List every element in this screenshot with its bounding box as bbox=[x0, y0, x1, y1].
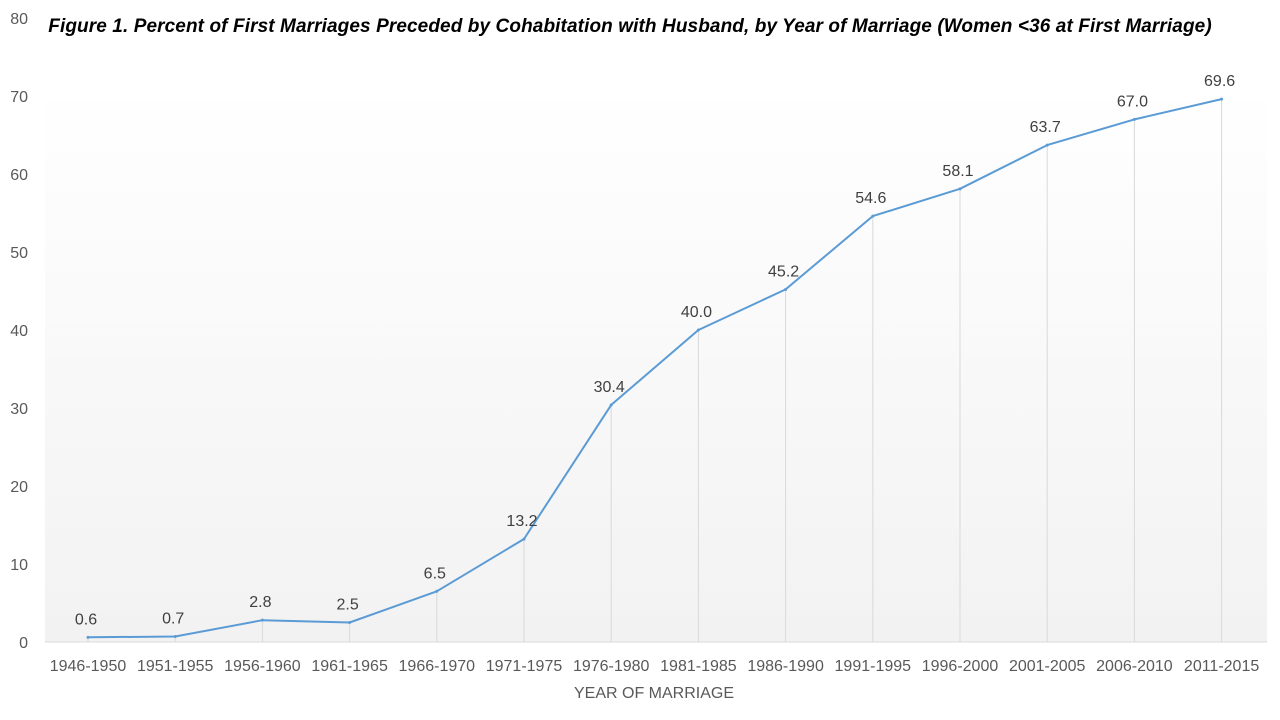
x-axis: 1946-1950 1951-1955 1956-1960 1961-1965 1966… bbox=[50, 658, 1260, 675]
y-tick-label: 60 bbox=[10, 167, 28, 184]
data-point bbox=[1045, 143, 1049, 147]
x-tick-label: 1946-1950 bbox=[50, 658, 127, 675]
data-label: 30.4 bbox=[594, 379, 625, 396]
data-label: 63.7 bbox=[1030, 119, 1061, 136]
y-tick-label: 40 bbox=[10, 323, 28, 340]
data-point bbox=[86, 635, 90, 639]
plot-area bbox=[45, 86, 1267, 642]
data-label: 0.7 bbox=[162, 611, 184, 628]
x-tick-label: 1956-1960 bbox=[224, 658, 301, 675]
x-tick-label: 1996-2000 bbox=[922, 658, 999, 675]
x-tick-label: 1966-1970 bbox=[399, 658, 476, 675]
data-point bbox=[871, 214, 875, 218]
data-point bbox=[696, 328, 700, 332]
data-point bbox=[522, 537, 526, 541]
x-tick-label: 1991-1995 bbox=[835, 658, 912, 675]
x-tick-label: 2006-2010 bbox=[1096, 658, 1173, 675]
y-tick-label: 0 bbox=[19, 635, 28, 652]
data-label: 2.5 bbox=[336, 597, 358, 614]
data-point bbox=[348, 621, 352, 624]
data-label: 45.2 bbox=[768, 263, 799, 280]
x-tick-label: 1986-1990 bbox=[747, 658, 824, 675]
data-label: 0.6 bbox=[75, 611, 97, 628]
data-label: 40.0 bbox=[681, 304, 712, 321]
data-point bbox=[609, 403, 613, 407]
x-tick-label: 1971-1975 bbox=[486, 658, 563, 675]
gridlines bbox=[87, 99, 1223, 642]
data-point bbox=[1220, 97, 1224, 101]
x-tick-label: 1951-1955 bbox=[137, 658, 214, 675]
series-line bbox=[87, 98, 1222, 639]
x-tick-label: 1981-1985 bbox=[660, 658, 737, 675]
y-tick-label: 20 bbox=[10, 479, 28, 496]
y-tick-label: 10 bbox=[10, 557, 28, 574]
data-point bbox=[958, 187, 962, 191]
x-tick-label: 1961-1965 bbox=[311, 658, 388, 675]
data-label: 58.1 bbox=[942, 163, 973, 180]
data-label: 6.5 bbox=[424, 565, 446, 582]
y-axis: 0 10 20 30 40 50 60 70 80 bbox=[10, 11, 28, 652]
data-point bbox=[173, 635, 177, 639]
y-tick-label: 80 bbox=[10, 11, 28, 28]
y-tick-label: 50 bbox=[10, 245, 28, 262]
data-label: 13.2 bbox=[506, 513, 537, 530]
data-label: 67.0 bbox=[1117, 93, 1148, 110]
data-label: 2.8 bbox=[249, 594, 271, 611]
data-label: 69.6 bbox=[1204, 73, 1235, 90]
data-labels: 0.6 0.7 2.8 2.5 6.5 13.2 30.4 40.0 45.2 54.6 58.1 6… bbox=[75, 73, 1235, 639]
x-tick-label: 2001-2005 bbox=[1009, 658, 1086, 675]
data-point bbox=[435, 589, 439, 593]
x-tick-label: 2011-2015 bbox=[1184, 658, 1259, 675]
y-tick-label: 30 bbox=[10, 401, 28, 418]
y-tick-label: 70 bbox=[10, 89, 28, 106]
x-tick-label: 1976-1980 bbox=[573, 658, 650, 675]
data-point bbox=[260, 618, 264, 622]
chart-title: Figure 1. Percent of First Marriages Pre… bbox=[48, 16, 1212, 37]
x-axis-title: YEAR OF MARRIAGE bbox=[574, 685, 734, 702]
data-point bbox=[784, 287, 788, 291]
data-point bbox=[1132, 117, 1136, 121]
data-label: 54.6 bbox=[855, 190, 886, 207]
